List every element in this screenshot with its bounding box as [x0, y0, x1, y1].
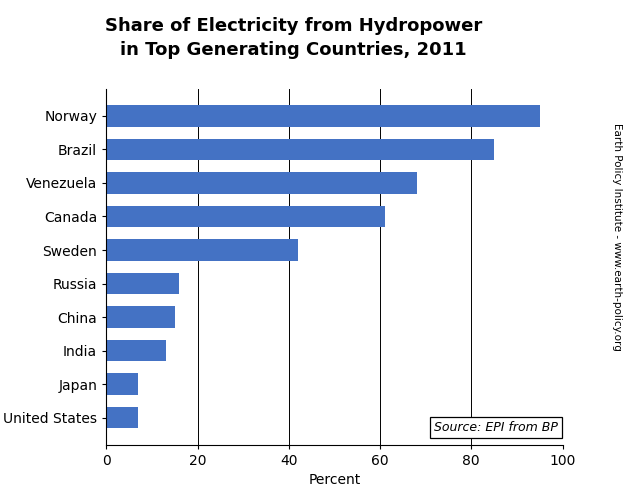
Bar: [106, 172, 416, 194]
Bar: [106, 105, 540, 127]
Bar: [106, 340, 166, 362]
Bar: [106, 373, 138, 395]
Bar: [106, 139, 494, 161]
X-axis label: Percent: Percent: [308, 473, 361, 487]
Text: Earth Policy Institute - www.earth-policy.org: Earth Policy Institute - www.earth-polic…: [612, 123, 622, 351]
Bar: [106, 306, 175, 328]
Bar: [106, 206, 384, 227]
Bar: [106, 407, 138, 428]
Text: Source: EPI from BP: Source: EPI from BP: [434, 421, 558, 434]
Text: Share of Electricity from Hydropower
in Top Generating Countries, 2011: Share of Electricity from Hydropower in …: [105, 17, 482, 59]
Bar: [106, 273, 179, 294]
Bar: [106, 239, 298, 261]
